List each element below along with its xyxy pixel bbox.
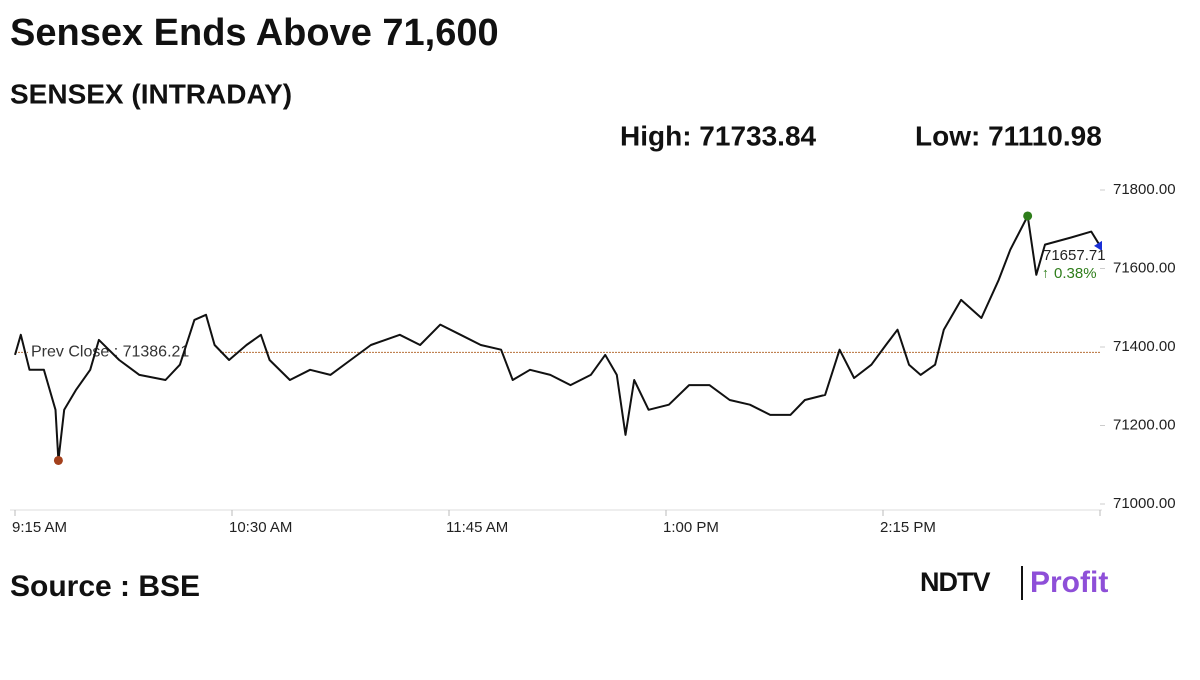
last-marker: [1094, 240, 1102, 251]
y-tick-label: 71000.00: [1113, 495, 1176, 512]
logo-divider: [1021, 566, 1023, 600]
prev-close-bg: [28, 341, 220, 362]
high-marker: [1023, 211, 1033, 221]
x-tick-label: 11:45 AM: [446, 519, 508, 536]
last-value: 71657.71: [1043, 247, 1106, 264]
logo-brand: NDTV: [920, 567, 990, 597]
logo-product: Profit: [1030, 566, 1108, 599]
y-tick-label: 71200.00: [1113, 416, 1176, 433]
source: Source : BSE: [10, 570, 200, 603]
low-label: Low: 71110.98: [915, 120, 1102, 151]
x-tick-label: 1:00 PM: [663, 519, 719, 536]
price-line: [14, 215, 1101, 462]
y-tick-label: 71400.00: [1113, 338, 1176, 355]
x-tick-label: 10:30 AM: [229, 519, 292, 536]
low-marker: [53, 455, 63, 465]
change-value: 0.38%: [1054, 265, 1097, 282]
y-tick-label: 71800.00: [1113, 181, 1176, 198]
x-tick-label: 2:15 PM: [880, 519, 936, 536]
title: Sensex Ends Above 71,600: [10, 12, 499, 54]
high-label: High: 71733.84: [620, 120, 817, 151]
subtitle: SENSEX (INTRADAY): [10, 78, 292, 109]
x-tick-label: 9:15 AM: [12, 519, 67, 536]
y-tick-label: 71600.00: [1113, 259, 1176, 276]
change-arrow: ↑: [1042, 265, 1049, 281]
